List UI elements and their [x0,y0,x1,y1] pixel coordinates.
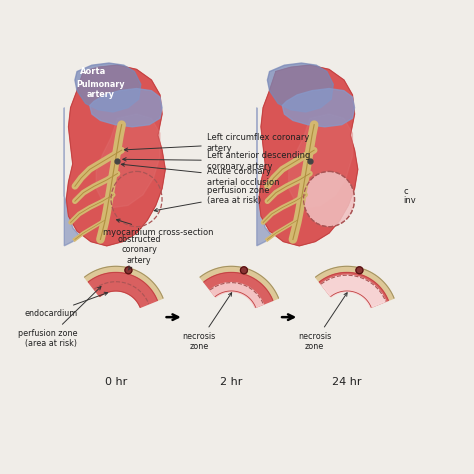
Circle shape [125,267,132,274]
Circle shape [356,267,363,274]
Text: Pulmonary
artery: Pulmonary artery [76,80,125,99]
Polygon shape [90,89,162,127]
Polygon shape [257,108,272,246]
Text: 24 hr: 24 hr [332,377,362,387]
Polygon shape [204,273,273,307]
Text: c: c [403,187,408,196]
Text: perfusion zone
(area at risk): perfusion zone (area at risk) [154,186,269,212]
Text: inv: inv [403,196,416,205]
Polygon shape [321,275,386,308]
Polygon shape [319,273,388,307]
Polygon shape [64,108,79,246]
Text: endocardium: endocardium [24,292,108,318]
Text: perfusion zone
(area at risk): perfusion zone (area at risk) [18,287,101,348]
Polygon shape [210,283,264,308]
Ellipse shape [303,172,355,227]
Polygon shape [84,266,163,301]
Polygon shape [200,266,279,301]
Text: necrosis
zone: necrosis zone [298,293,347,352]
Polygon shape [259,65,358,246]
Text: Left circumflex coronary
artery: Left circumflex coronary artery [124,133,309,153]
Polygon shape [267,63,333,112]
Text: Left anterior descending
coronary artery: Left anterior descending coronary artery [123,151,310,171]
Circle shape [240,267,247,274]
Polygon shape [66,65,165,246]
Text: obstructed
coronary
artery: obstructed coronary artery [117,235,161,270]
Polygon shape [75,63,141,112]
Text: Aorta: Aorta [80,67,106,76]
Text: 0 hr: 0 hr [105,377,127,387]
Polygon shape [96,114,160,208]
Polygon shape [283,89,355,127]
Text: necrosis
zone: necrosis zone [182,293,232,352]
Text: myocardium cross-section: myocardium cross-section [103,219,213,237]
Polygon shape [88,273,157,307]
Polygon shape [289,114,352,208]
Text: Acute coronary
arterial occlusion: Acute coronary arterial occlusion [121,163,279,187]
Text: 2 hr: 2 hr [220,377,243,387]
Polygon shape [316,266,394,301]
